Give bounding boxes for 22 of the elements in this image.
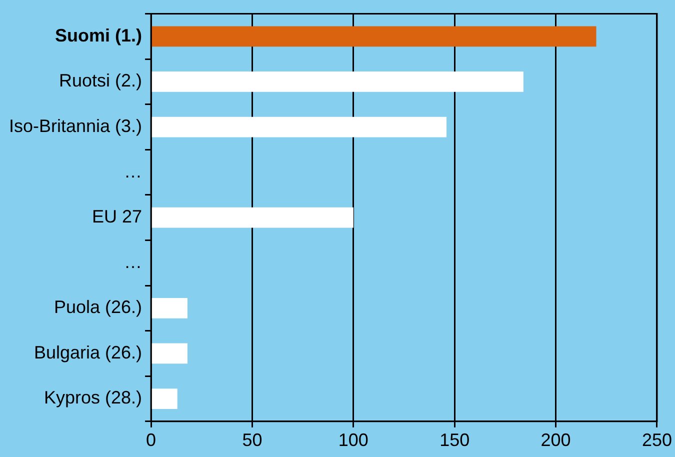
y-tick-label: Iso-Britannia (3.) <box>8 116 142 136</box>
x-tick-label: 150 <box>440 430 470 450</box>
y-tick-label: Ruotsi (2.) <box>59 70 142 91</box>
x-tick-label: 250 <box>642 430 672 450</box>
bar <box>152 26 596 47</box>
bar <box>152 343 188 364</box>
x-tick-label: 50 <box>242 430 262 450</box>
x-tick-label: 200 <box>540 430 571 450</box>
y-tick-label: … <box>124 161 142 182</box>
y-tick-label: Kypros (28.) <box>44 388 142 408</box>
y-tick-label: Suomi (1.) <box>55 25 142 46</box>
bar <box>152 116 447 138</box>
y-tick-label: … <box>124 252 142 272</box>
x-tick-label: 0 <box>146 430 156 450</box>
bar <box>152 298 188 318</box>
y-tick-label: Bulgaria (26.) <box>34 342 142 362</box>
x-tick-label: 100 <box>338 430 368 450</box>
y-tick-label: Puola (26.) <box>54 297 142 318</box>
bar <box>152 72 524 92</box>
bar <box>152 388 178 409</box>
y-tick-label: EU 27 <box>92 206 142 227</box>
bar <box>152 207 354 228</box>
